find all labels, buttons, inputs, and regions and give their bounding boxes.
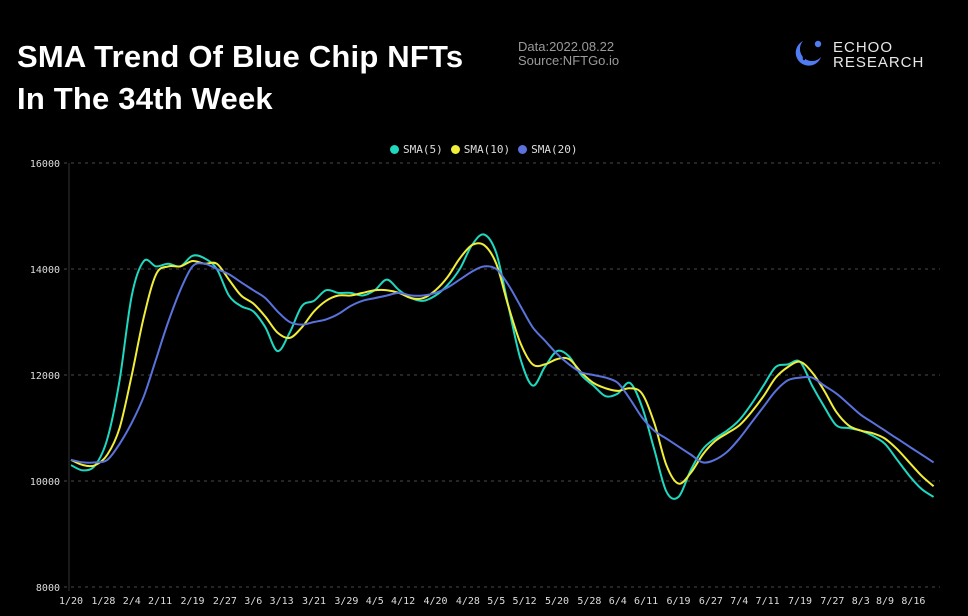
x-tick-label: 3/21 bbox=[302, 596, 326, 607]
x-tick-label: 1/20 bbox=[59, 596, 83, 607]
x-tick-label: 4/20 bbox=[423, 596, 447, 607]
x-tick-label: 7/11 bbox=[756, 596, 780, 607]
x-tick-label: 5/12 bbox=[513, 596, 537, 607]
chart-title: SMA Trend Of Blue Chip NFTs In The 34th … bbox=[17, 36, 463, 120]
legend-label-sma10: SMA(10) bbox=[463, 143, 511, 156]
legend-dot-sma5 bbox=[390, 145, 399, 154]
x-tick-label: 4/5 bbox=[366, 596, 384, 607]
legend-label-sma5: SMA(5) bbox=[403, 143, 443, 156]
series-lines bbox=[70, 233, 935, 500]
y-tick-label: 8000 bbox=[36, 583, 60, 594]
x-tick-label: 2/19 bbox=[180, 596, 204, 607]
x-tick-label: 7/4 bbox=[730, 596, 748, 607]
chart-legend: SMA(5) SMA(10) SMA(20) bbox=[390, 143, 585, 156]
legend-item-sma5[interactable]: SMA(5) bbox=[390, 143, 443, 156]
meta-info: Data:2022.08.22 Source:NFTGo.io bbox=[518, 40, 619, 68]
x-tick-label: 7/27 bbox=[820, 596, 844, 607]
series-line-sma20 bbox=[70, 262, 935, 464]
logo-line-2: RESEARCH bbox=[833, 54, 925, 71]
grid-lines bbox=[64, 162, 940, 591]
y-tick-label: 12000 bbox=[30, 371, 60, 382]
x-tick-label: 3/29 bbox=[334, 596, 358, 607]
echoo-logo-icon bbox=[793, 37, 825, 73]
x-tick-label: 6/11 bbox=[634, 596, 658, 607]
logo-text: ECHOO RESEARCH bbox=[833, 40, 924, 70]
legend-label-sma20: SMA(20) bbox=[531, 143, 578, 156]
x-tick-label: 3/13 bbox=[270, 596, 294, 607]
x-tick-label: 8/16 bbox=[901, 596, 925, 607]
legend-item-sma20[interactable]: SMA(20) bbox=[518, 143, 577, 156]
date-label: Data:2022.08.22 bbox=[518, 39, 615, 54]
x-tick-label: 5/28 bbox=[577, 596, 601, 607]
x-tick-label: 6/19 bbox=[666, 596, 690, 607]
x-tick-label: 2/27 bbox=[213, 596, 237, 607]
x-tick-label: 4/28 bbox=[456, 596, 480, 607]
x-tick-label: 8/9 bbox=[876, 596, 894, 607]
x-tick-label: 2/4 bbox=[123, 596, 141, 607]
y-tick-label: 16000 bbox=[30, 159, 60, 170]
x-tick-label: 2/11 bbox=[148, 596, 172, 607]
legend-dot-sma20 bbox=[518, 145, 528, 154]
x-tick-label: 6/27 bbox=[699, 596, 723, 607]
legend-item-sma10[interactable]: SMA(10) bbox=[450, 143, 511, 156]
y-axis-ticks: 8000 10000 12000 14000 16000 bbox=[30, 159, 60, 594]
y-tick-label: 14000 bbox=[30, 265, 60, 276]
x-tick-label: 6/4 bbox=[609, 596, 627, 607]
series-line-sma10 bbox=[70, 242, 935, 488]
x-tick-label: 4/12 bbox=[391, 596, 415, 607]
series-line-sma5 bbox=[70, 233, 935, 500]
x-tick-label: 7/19 bbox=[788, 596, 812, 607]
logo-line-1: ECHOO bbox=[833, 39, 894, 56]
x-tick-label: 8/3 bbox=[852, 596, 870, 607]
legend-dot-sma10 bbox=[450, 145, 460, 154]
x-tick-label: 1/28 bbox=[91, 596, 115, 607]
title-line-1: SMA Trend Of Blue Chip NFTs bbox=[17, 39, 464, 74]
y-tick-label: 10000 bbox=[30, 477, 60, 488]
title-line-2: In The 34th Week bbox=[17, 81, 273, 116]
echoo-research-logo: ECHOO RESEARCH bbox=[793, 37, 924, 73]
x-tick-label: 5/5 bbox=[487, 596, 505, 607]
x-axis-ticks: 1/20 1/28 2/4 2/11 2/19 2/27 3/6 3/13 3/21 3/29 4/… bbox=[59, 596, 925, 607]
source-label: Source:NFTGo.io bbox=[518, 53, 620, 68]
x-tick-label: 3/6 bbox=[244, 596, 262, 607]
x-tick-label: 5/20 bbox=[545, 596, 569, 607]
